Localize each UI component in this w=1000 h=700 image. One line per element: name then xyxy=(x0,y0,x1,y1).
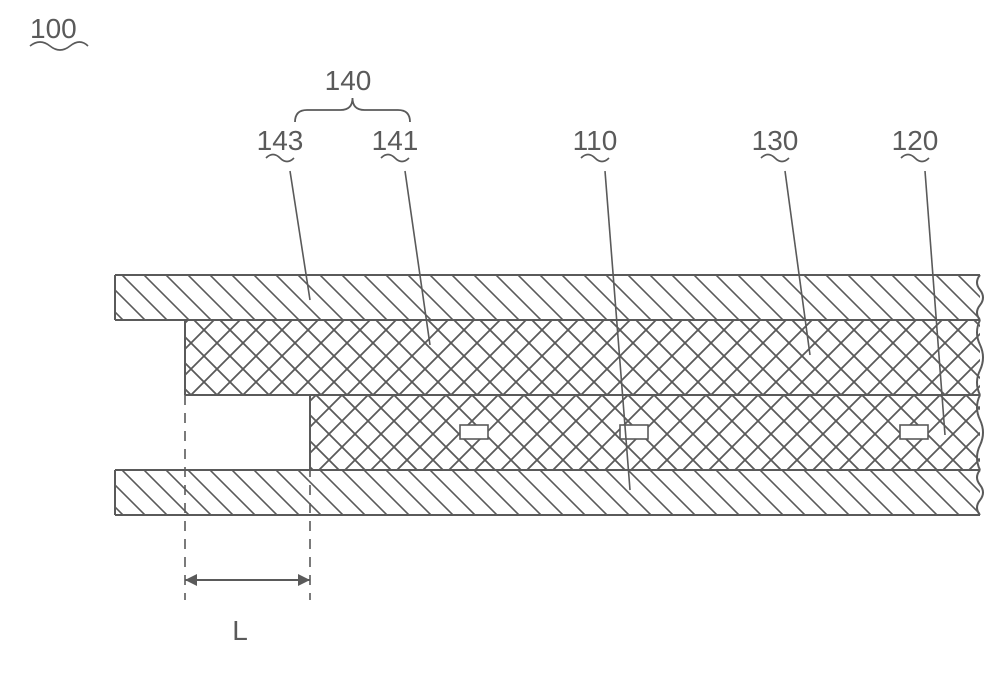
arrowhead-icon xyxy=(185,574,197,586)
leader-line xyxy=(290,171,310,300)
brace-140 xyxy=(295,98,410,122)
label-140: 140 xyxy=(325,65,372,96)
hatch-chevron xyxy=(0,320,1000,395)
insert-rect xyxy=(460,425,488,439)
label-120: 120 xyxy=(892,125,939,156)
hatch-chevron xyxy=(85,395,1000,470)
label-110: 110 xyxy=(573,125,618,156)
label-130: 130 xyxy=(752,125,799,156)
insert-rect xyxy=(620,425,648,439)
label-141: 141 xyxy=(372,125,419,156)
leader-line xyxy=(785,171,810,355)
label-L: L xyxy=(232,615,248,646)
leader-line xyxy=(605,171,630,490)
arrowhead-icon xyxy=(298,574,310,586)
insert-rect xyxy=(900,425,928,439)
label-143: 143 xyxy=(257,125,304,156)
figure-label: 100 xyxy=(30,13,77,44)
